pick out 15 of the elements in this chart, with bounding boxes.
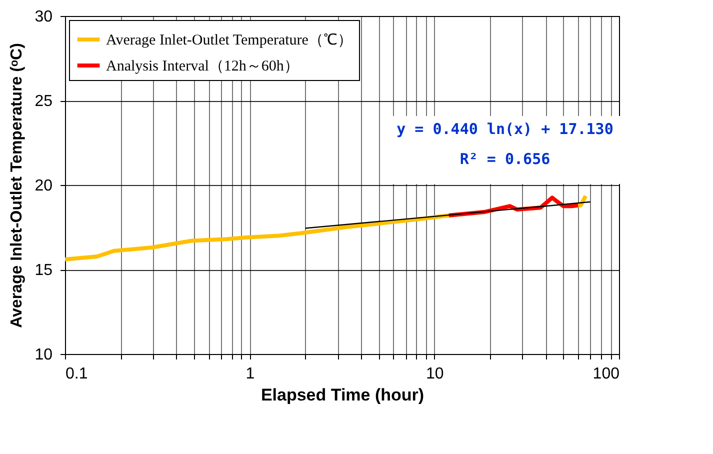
- y-axis-title: Average Inlet-Outlet Temperature (ᵒC): [8, 43, 26, 328]
- annotation: R² = 0.656: [460, 150, 550, 168]
- x-axis-title: Elapsed Time (hour): [260, 386, 424, 404]
- y-tick-label: 30: [34, 8, 53, 26]
- annotation: y = 0.440 ln(x) + 17.130: [396, 120, 614, 138]
- legend-label: Analysis Interval（12h～60h）: [106, 58, 299, 74]
- y-tick-label: 25: [34, 93, 53, 110]
- y-tick-label: 20: [34, 178, 53, 194]
- y-tick-label: 10: [34, 346, 53, 364]
- y-tick-label: 15: [34, 262, 53, 279]
- legend-label: Average Inlet-Outlet Temperature（℃）: [106, 32, 352, 48]
- x-tick-label: 10: [426, 366, 444, 382]
- x-tick-label: 0.1: [66, 366, 88, 382]
- x-tick-label: 1: [246, 366, 255, 382]
- x-tick-label: 100: [592, 366, 620, 382]
